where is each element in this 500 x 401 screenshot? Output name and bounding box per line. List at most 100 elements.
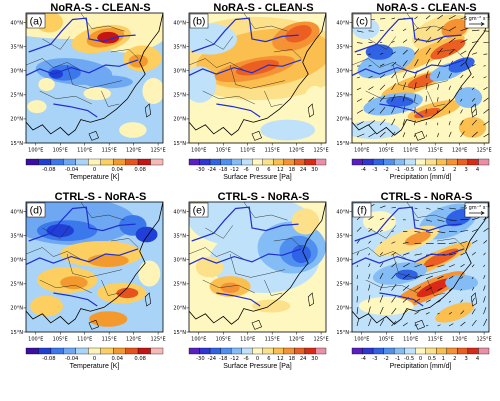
flux-vector [425, 47, 431, 55]
panel-frame [25, 12, 164, 144]
flux-vector [483, 275, 486, 279]
panel-label-box [26, 13, 46, 29]
colorbar-swatch [467, 158, 479, 166]
y-tick-label: 20°N [173, 117, 186, 123]
colorbar-swatch [457, 347, 469, 355]
province-border [368, 36, 396, 50]
x-tick-label: 110°E [240, 337, 255, 343]
flux-vector [483, 65, 486, 67]
flux-vector [368, 75, 373, 79]
province-border [436, 238, 465, 248]
province-border [273, 238, 302, 248]
flux-vector [379, 241, 383, 244]
flux-vector [471, 287, 475, 291]
x-tick-label: 110°E [77, 148, 92, 154]
flux-vector [471, 52, 478, 55]
province-border [101, 279, 120, 296]
flux-vector [402, 119, 406, 126]
flux-vector [471, 87, 475, 91]
colorbar-swatch [50, 158, 64, 166]
colorbar-swatch [372, 347, 384, 355]
colorbar-level: -3 [372, 167, 377, 173]
flux-vector [425, 264, 434, 268]
flux-vector [483, 318, 488, 327]
x-tick-label: 125°E [477, 148, 492, 154]
flux-vector [425, 275, 433, 280]
flux-vector [460, 310, 465, 315]
coastline [352, 13, 489, 136]
panel-2: NoRA-S - CLEAN-S (c) 5 gm⁻² s⁻¹ 100°E 105°E 1… [336, 2, 491, 181]
province-border [392, 253, 448, 278]
colorbar-level: 4 [476, 356, 480, 362]
flux-vector [379, 119, 386, 126]
yellow-river [354, 17, 462, 53]
hainan-outline [251, 319, 262, 330]
x-tick-label: 120°E [126, 148, 141, 154]
colorbar-swatch [100, 158, 114, 166]
y-tick-label: 40°N [173, 209, 186, 215]
province-border [368, 225, 396, 239]
colorbar-level: 30 [311, 356, 318, 362]
y-tick-label: 20°N [336, 306, 349, 312]
flux-vector [402, 285, 410, 291]
flux-vector [414, 253, 423, 256]
flux-vector [356, 98, 363, 102]
flux-vector [483, 228, 489, 232]
flux-vector [414, 27, 419, 32]
colorbar-level: -1 [395, 356, 400, 362]
y-tick-label: 35°N [10, 234, 23, 240]
colorbar-level: 0.5 [428, 167, 436, 173]
flux-vector [368, 318, 372, 327]
colorbar-swatch [283, 347, 295, 355]
flux-vector [460, 321, 466, 327]
flux-vector [448, 242, 457, 244]
colorbar-level: 3 [465, 356, 468, 362]
flux-vector [368, 65, 372, 67]
flux-vector [471, 308, 476, 315]
x-tick-label: 100°E [28, 337, 43, 343]
province-border [101, 90, 120, 107]
x-tick-label: 125°E [477, 337, 492, 343]
colorbar-level: -3 [372, 356, 377, 362]
flux-vector [425, 324, 429, 327]
panel-3: CTRL-S - NoRA-S (d) 100°E 105°E 110°E 115°E 12… [10, 191, 165, 370]
flux-vector [391, 207, 396, 209]
province-border [110, 49, 139, 59]
x-tick-label: 100°E [28, 148, 43, 154]
panel-title: CTRL-S - NoRA-S [55, 191, 147, 203]
flux-vector [425, 15, 431, 20]
x-tick-label: 115°E [265, 148, 280, 154]
flux-vector [425, 58, 430, 67]
colorbar-swatch [113, 158, 126, 166]
province-border [110, 238, 139, 248]
colorbar-swatch [315, 347, 327, 355]
flux-vector [414, 82, 417, 90]
colorbar-swatch [393, 347, 405, 355]
flux-vector [414, 263, 423, 268]
colorbar-swatch [351, 158, 363, 166]
y-tick-label: 35°N [336, 234, 349, 240]
flux-vector [437, 25, 444, 32]
x-tick-label: 125°E [151, 148, 166, 154]
colorbar-level: -24 [208, 167, 217, 173]
flux-vector [391, 17, 396, 20]
flux-vector [425, 82, 428, 90]
flux-vector [437, 275, 444, 280]
colorbar-swatch [125, 347, 139, 355]
flux-vector [471, 76, 475, 79]
panel-label-box [189, 202, 209, 218]
y-tick-label: 35°N [173, 234, 186, 240]
flux-vector [368, 240, 371, 244]
flux-vector [379, 217, 385, 221]
flux-vector [402, 28, 407, 32]
y-tick-label: 25°N [173, 282, 186, 288]
colorbar-level: 24 [300, 356, 307, 362]
province-border [264, 90, 283, 107]
colorbar-swatch [262, 347, 274, 355]
flux-vector [460, 50, 467, 55]
flux-vector [414, 219, 419, 221]
flux-vector [483, 285, 486, 291]
panel-label: (d) [30, 205, 43, 217]
province-border [365, 90, 418, 105]
